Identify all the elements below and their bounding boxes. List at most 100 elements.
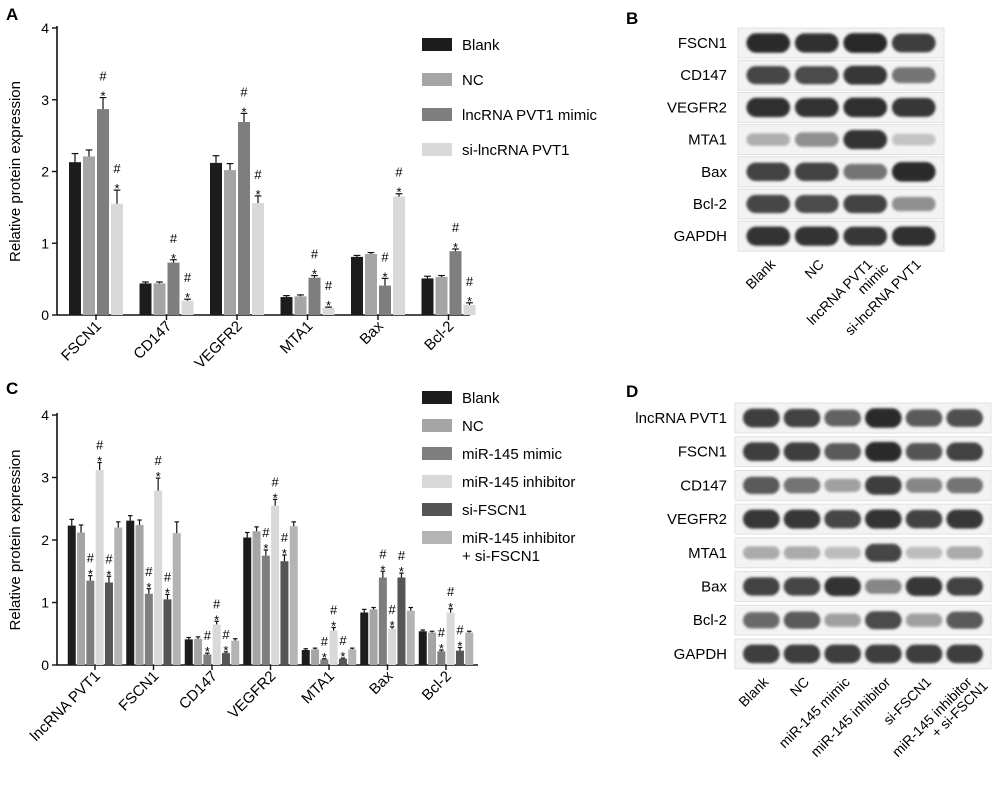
band-mta1-lane-2 (794, 132, 839, 147)
legend-label-blank: Blank (462, 390, 500, 407)
band-vegfr2-lane-1 (746, 97, 791, 118)
significance-star: * (255, 187, 260, 202)
significance-hash: # (456, 623, 464, 638)
lane-label-blank: Blank (735, 673, 772, 710)
bar-bax-mir-145-inhibitor-si-fscn1 (406, 610, 415, 665)
panel-a-label: A (6, 5, 18, 24)
band-cd147-lane-2 (794, 66, 839, 85)
band-gapdh-lane-3 (824, 644, 861, 664)
bar-vegfr2-blank (210, 162, 222, 315)
band-cd147-lane-4 (891, 67, 936, 84)
significance-hash: # (170, 231, 178, 246)
significance-star: * (185, 290, 190, 305)
bar-vegfr2-mir-145-mimic (261, 555, 270, 665)
bar-mta1-mir-145-inhibitor (329, 630, 338, 665)
panel-c-label: C (6, 379, 18, 398)
blot-row-label-mta1: MTA1 (688, 545, 727, 562)
significance-star: * (380, 562, 385, 577)
bar-cd147-nc (194, 638, 203, 665)
legend-label-blank: Blank (462, 37, 500, 54)
significance-star: * (331, 619, 336, 634)
band-vegfr2-lane-1 (743, 509, 780, 529)
y-tick-label: 2 (41, 532, 49, 548)
bar-bcl-2-nc (428, 632, 437, 665)
significance-hash: # (113, 161, 121, 176)
bar-bax-si-fscn1 (397, 577, 406, 665)
band-fscn1-lane-5 (905, 442, 943, 461)
bar-cd147-mir-145-mimic (203, 654, 212, 665)
significance-star: * (453, 240, 458, 255)
significance-star: * (241, 104, 246, 119)
significance-star: * (214, 612, 219, 627)
band-bax-lane-1 (743, 577, 780, 596)
band-vegfr2-lane-2 (783, 509, 821, 529)
band-cd147-lane-3 (843, 65, 888, 85)
band-fscn1-lane-2 (794, 33, 839, 53)
significance-star: * (439, 641, 444, 656)
bar-mta1-mir-145-mimic (320, 659, 329, 665)
band-vegfr2-lane-2 (794, 97, 839, 117)
significance-hash: # (398, 548, 406, 563)
panel-b: B FSCN1 CD147 VEGFR2 MTA1 Bax Bcl-2 GAPDH Blank… (626, 9, 945, 338)
panel-c-bar-chart: 0 1 2 3 4 Relative protein expression lncRNA P… (7, 390, 575, 745)
bar-bax-blank (360, 612, 369, 665)
blot-row-label-bcl-2: Bcl-2 (693, 612, 727, 629)
band-gapdh-lane-4 (891, 226, 936, 246)
significance-hash: # (99, 69, 107, 84)
bar-bax-mir-145-mimic (378, 577, 387, 665)
significance-star: * (88, 567, 93, 582)
blot-row-label-cd147: CD147 (680, 67, 727, 84)
significance-hash: # (311, 247, 319, 262)
significance-star: * (312, 267, 317, 282)
band-lncrna-pvt1-lane-4 (865, 408, 902, 428)
bar-bcl-2-si-fscn1 (455, 650, 464, 665)
panel-d: D lncRNA PVT1 FSCN1 CD147 VEGFR2 MTA1 Bax Bcl-… (626, 382, 992, 760)
significance-star: * (114, 181, 119, 196)
lane-label-mir-145-mimic: miR-145 mimic (775, 674, 852, 751)
x-tick-label-bax: Bax (357, 317, 388, 348)
bar-mta1-lncrna-pvt1-mimic (308, 277, 321, 315)
bar-cd147-si-lncrna-pvt1 (181, 300, 194, 315)
band-bcl-2-lane-5 (905, 613, 943, 627)
significance-hash: # (325, 278, 333, 293)
panel-b-label: B (626, 9, 638, 28)
band-mta1-lane-1 (743, 546, 780, 560)
band-cd147-lane-3 (824, 478, 861, 493)
x-tick-label-bcl-2: Bcl-2 (419, 668, 455, 704)
blot-row-label-bax: Bax (701, 579, 727, 596)
legend-label-mir-145-inhibitor: miR-145 inhibitor (462, 474, 575, 491)
bar-bcl-2-lncrna-pvt1-mimic (449, 251, 462, 315)
band-cd147-lane-1 (746, 66, 791, 85)
band-bcl-2-lane-4 (891, 196, 936, 212)
legend-label-mir-145-mimic: miR-145 mimic (462, 446, 563, 463)
bar-bcl-2-blank (421, 278, 434, 315)
legend-swatch-si-fscn1 (422, 503, 452, 516)
lane-label-blank: Blank (742, 255, 779, 292)
bar-fscn1-blank (126, 520, 135, 665)
bar-bax-nc (365, 254, 377, 315)
x-tick-label-mta1: MTA1 (277, 318, 317, 358)
bar-vegfr2-lncrna-pvt1-mimic (238, 121, 250, 316)
bar-fscn1-si-lncrna-pvt1 (111, 203, 123, 315)
bar-bax-mir-145-inhibitor (388, 628, 397, 665)
significance-star: * (396, 185, 401, 200)
band-vegfr2-lane-5 (905, 509, 943, 529)
significance-hash: # (379, 546, 387, 561)
band-gapdh-lane-4 (865, 644, 902, 664)
band-mta1-lane-3 (824, 546, 861, 559)
band-cd147-lane-4 (865, 476, 902, 495)
bar-fscn1-nc (135, 525, 144, 665)
bar-cd147-nc (153, 283, 166, 315)
legend-label-lncrna-pvt1-mimic: lncRNA PVT1 mimic (462, 107, 598, 124)
bar-mta1-mir-145-inhibitor-si-fscn1 (348, 649, 357, 665)
significance-hash: # (164, 569, 172, 584)
y-tick-label: 1 (41, 595, 49, 611)
band-vegfr2-lane-3 (843, 97, 888, 118)
band-lncrna-pvt1-lane-2 (783, 408, 821, 428)
band-cd147-lane-5 (905, 477, 943, 493)
band-bcl-2-lane-4 (865, 611, 902, 630)
band-fscn1-lane-4 (865, 441, 902, 462)
y-tick-label: 1 (41, 235, 49, 251)
y-axis-label: Relative protein expression (7, 450, 24, 631)
legend-label-nc: NC (462, 72, 484, 89)
